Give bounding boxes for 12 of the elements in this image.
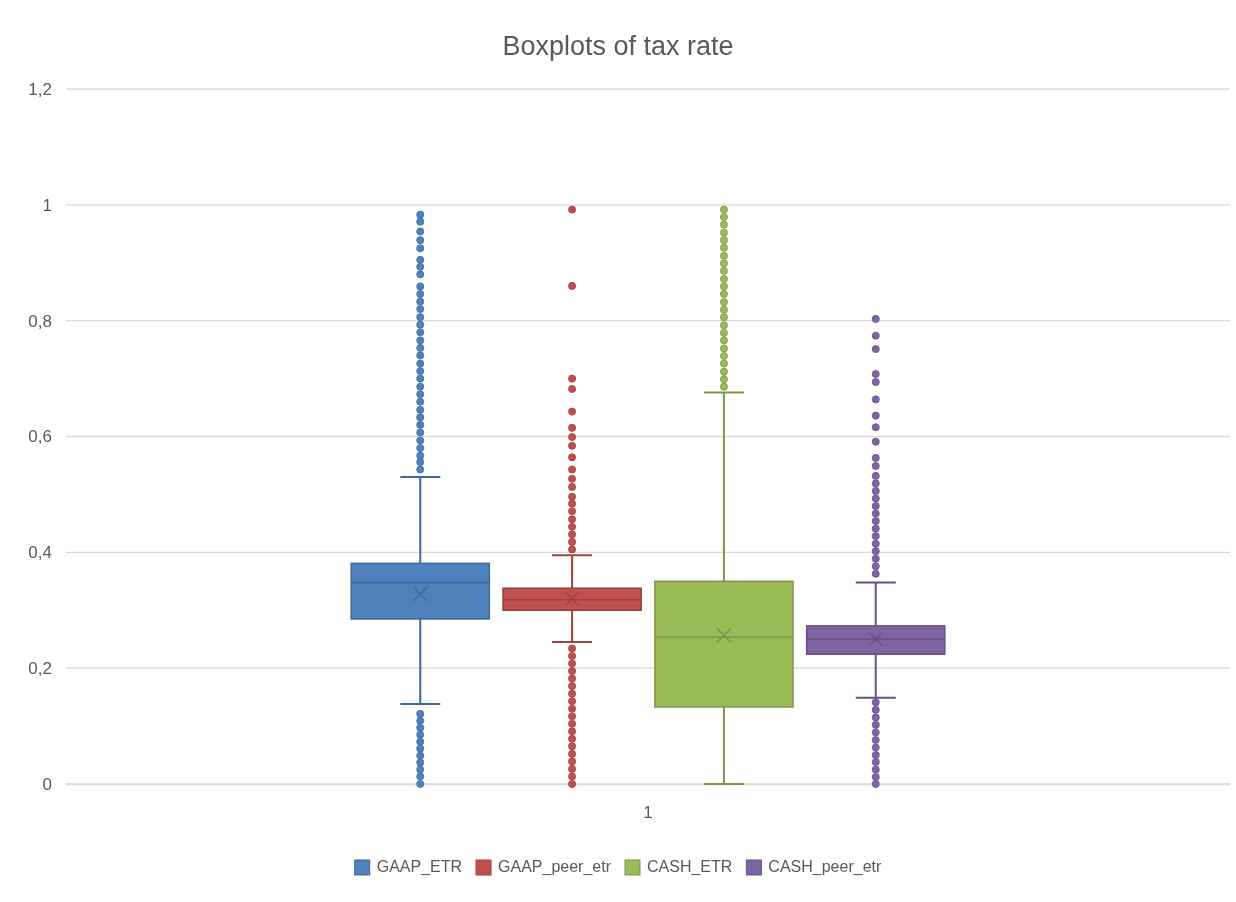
y-tick-label: 0,8 [28,311,52,331]
y-tick-label: 0,4 [28,543,52,563]
y-tick-label: 0,6 [28,427,52,447]
legend-label: GAAP_peer_etr [498,858,612,876]
y-tick-label: 0 [42,774,52,794]
legend-label: CASH_peer_etr [768,858,882,876]
legend-label: CASH_ETR [647,858,733,876]
y-tick-label: 0,2 [28,659,52,679]
legend-label: GAAP_ETR [376,858,463,876]
y-tick-label: 1 [42,195,52,215]
y-tick-label: 1,2 [28,79,52,99]
chart-title: Boxplots of tax rate [502,31,734,61]
